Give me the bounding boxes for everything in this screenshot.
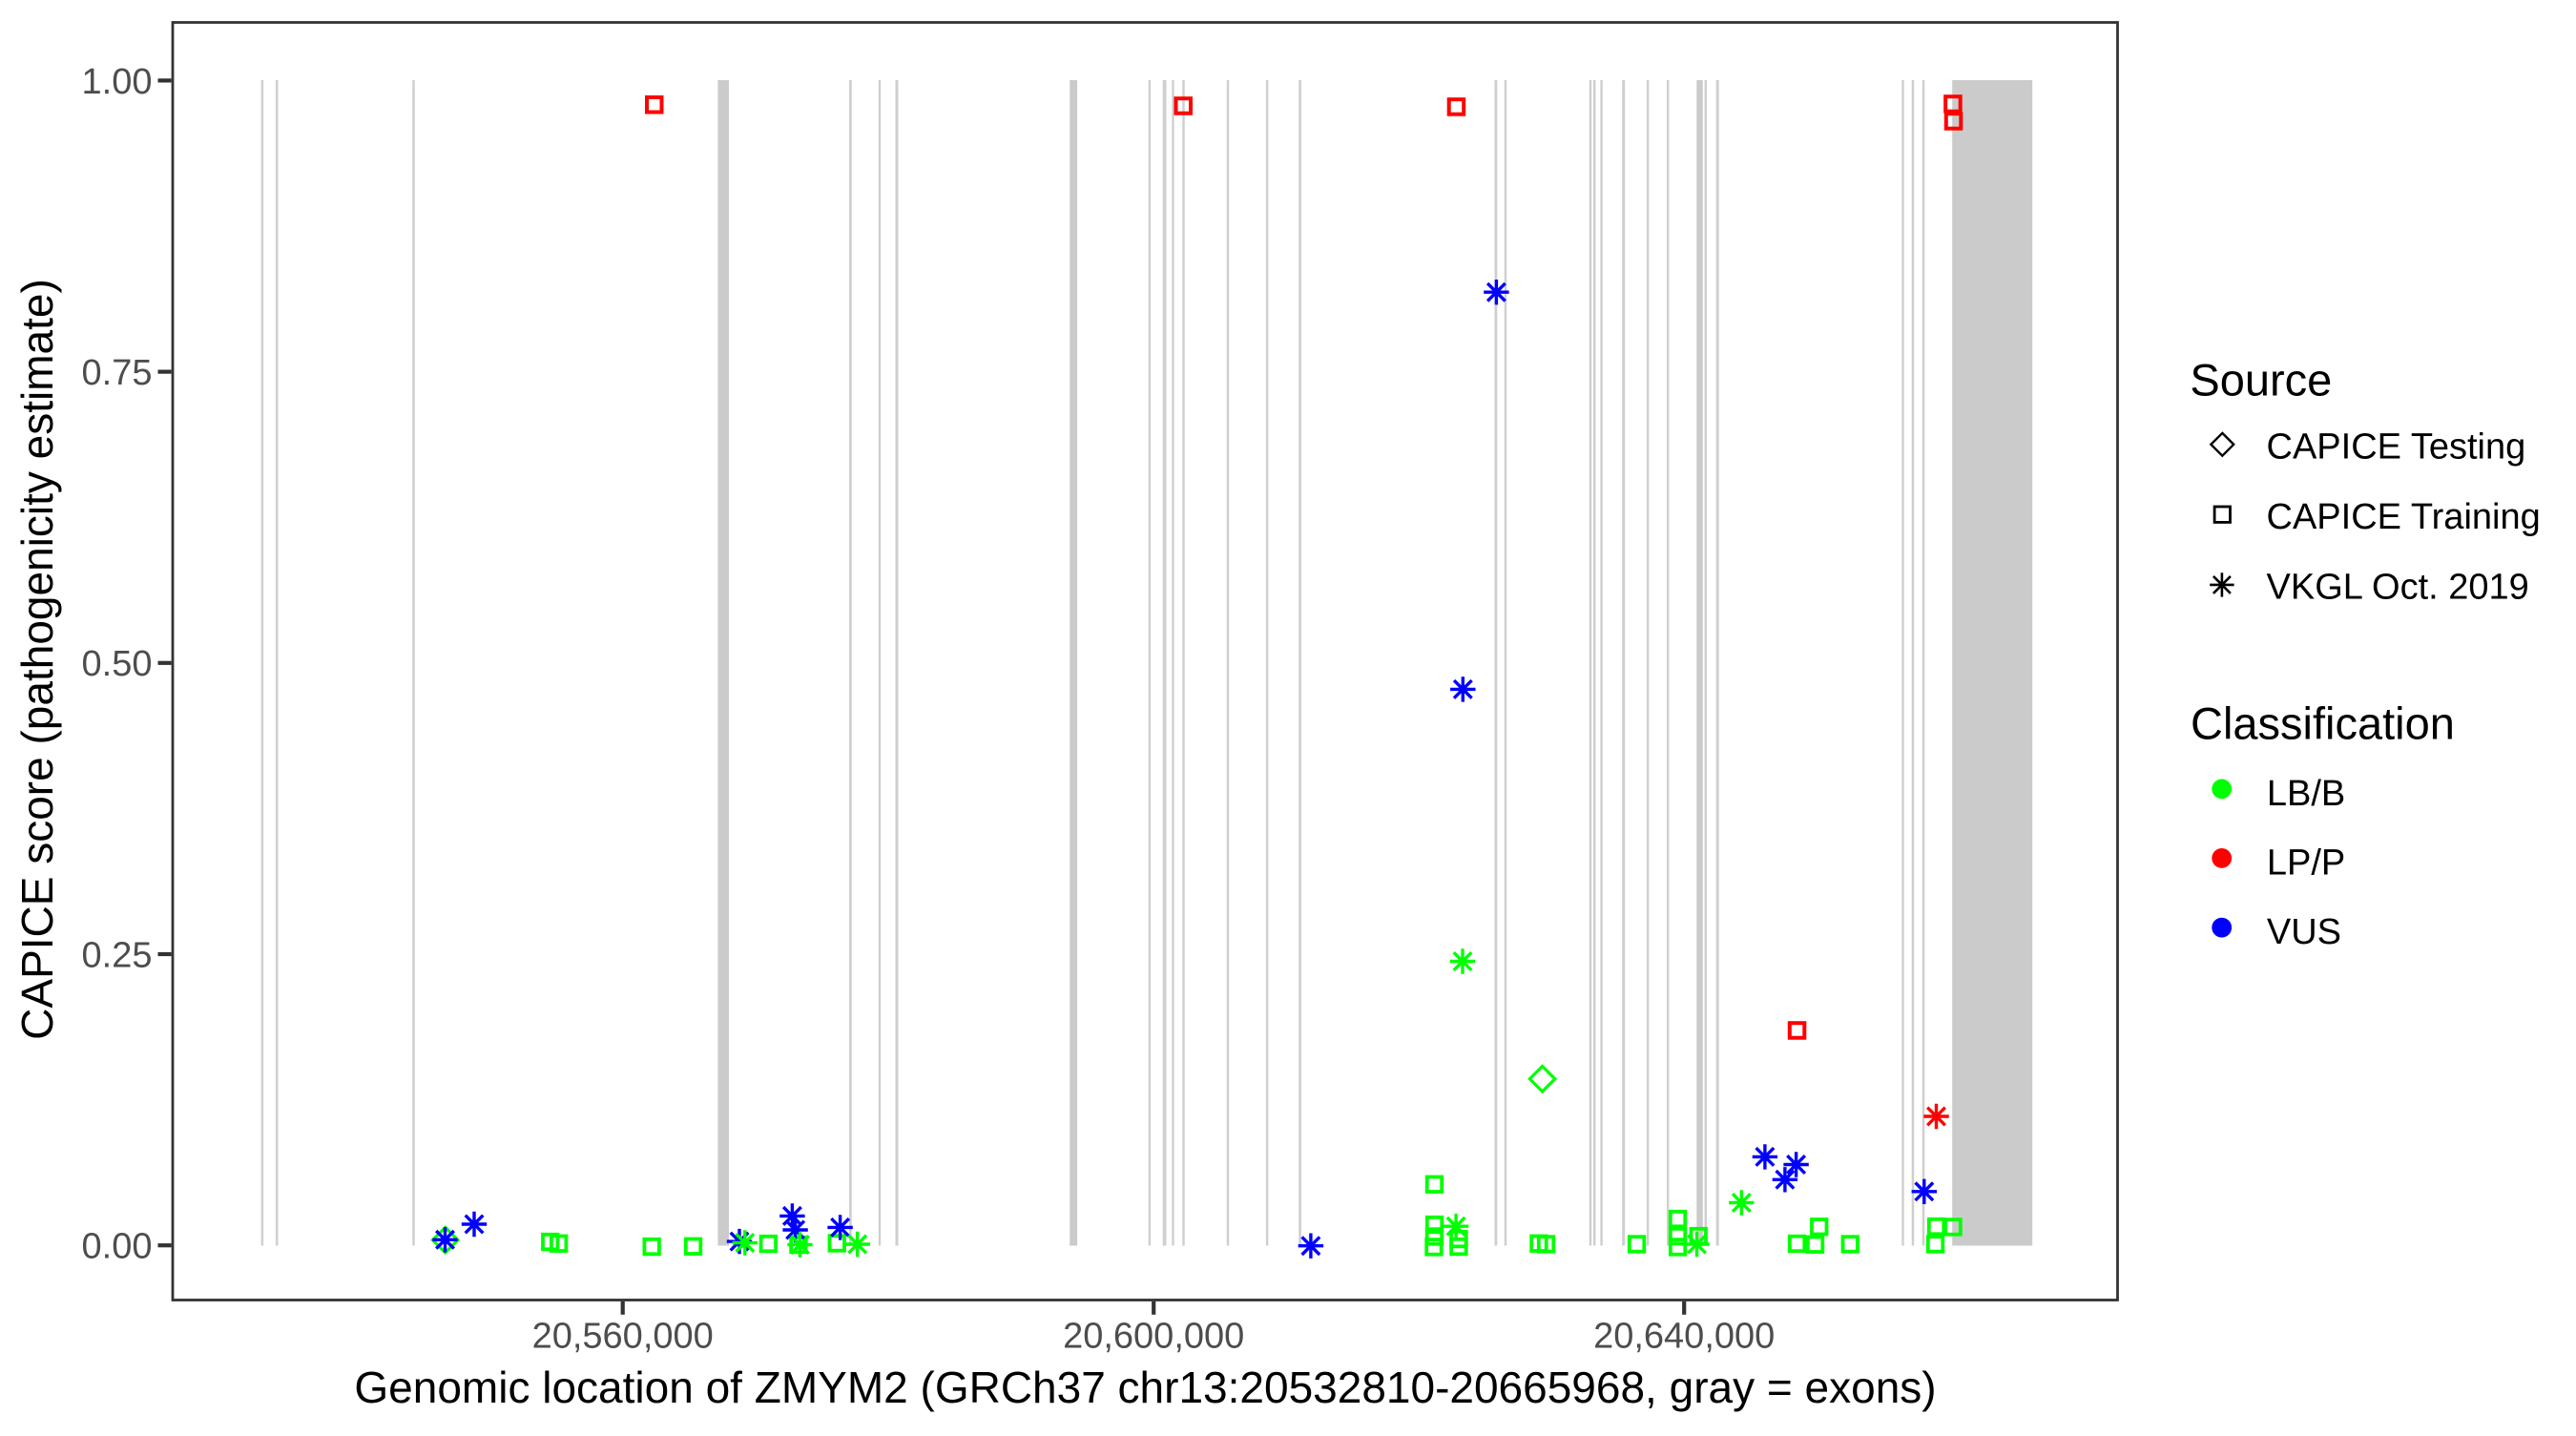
svg-text:CAPICE score (pathogenicity es: CAPICE score (pathogenicity estimate)	[12, 279, 62, 1040]
svg-text:VUS: VUS	[2267, 912, 2341, 952]
svg-text:0.50: 0.50	[82, 644, 153, 684]
svg-text:VKGL Oct. 2019: VKGL Oct. 2019	[2267, 568, 2529, 608]
svg-text:CAPICE Training: CAPICE Training	[2267, 497, 2541, 537]
svg-text:0.00: 0.00	[82, 1227, 153, 1267]
svg-text:LB/B: LB/B	[2267, 774, 2345, 814]
svg-text:Source: Source	[2190, 354, 2332, 405]
svg-text:20,600,000: 20,600,000	[1063, 1317, 1244, 1357]
svg-text:20,560,000: 20,560,000	[532, 1317, 714, 1357]
svg-text:Classification: Classification	[2191, 697, 2455, 748]
svg-text:CAPICE Testing: CAPICE Testing	[2267, 427, 2526, 468]
svg-text:0.75: 0.75	[82, 353, 153, 393]
svg-text:0.25: 0.25	[82, 935, 153, 975]
svg-text:LP/P: LP/P	[2267, 843, 2345, 884]
svg-text:20,640,000: 20,640,000	[1593, 1317, 1775, 1357]
svg-text:Genomic location of ZMYM2 (GRC: Genomic location of ZMYM2 (GRCh37 chr13:…	[354, 1363, 1936, 1412]
svg-text:1.00: 1.00	[82, 62, 153, 102]
